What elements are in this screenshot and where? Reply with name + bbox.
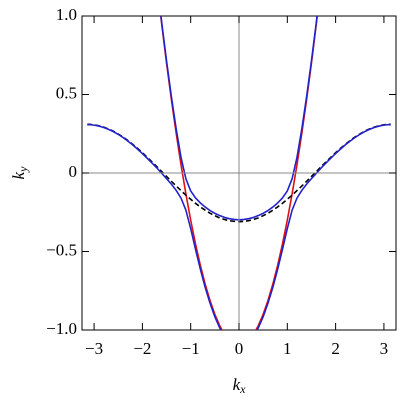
y-tick-label: 1.0 xyxy=(56,5,77,24)
x-tick-label: 3 xyxy=(380,339,389,358)
y-tick-label: 0 xyxy=(69,162,78,181)
y-tick-label: −0.5 xyxy=(46,240,77,259)
x-axis-label: kx xyxy=(233,375,247,396)
x-tick-label: 0 xyxy=(235,339,244,358)
curve xyxy=(87,123,391,330)
x-tick-label: −3 xyxy=(85,339,103,358)
y-label-base: k xyxy=(9,171,28,179)
y-tick-label: 0.5 xyxy=(56,83,77,102)
y-label-sub: y xyxy=(16,166,30,173)
y-axis-label: ky xyxy=(9,166,30,180)
x-tick-label: −1 xyxy=(182,339,200,358)
curve xyxy=(159,16,319,330)
x-label-sub: x xyxy=(239,382,246,396)
y-tick-label: −1.0 xyxy=(46,319,77,338)
x-label-base: k xyxy=(233,375,241,394)
x-tick-label: 2 xyxy=(331,339,340,358)
x-tick-label: 1 xyxy=(283,339,292,358)
x-tick-label: −2 xyxy=(133,339,151,358)
